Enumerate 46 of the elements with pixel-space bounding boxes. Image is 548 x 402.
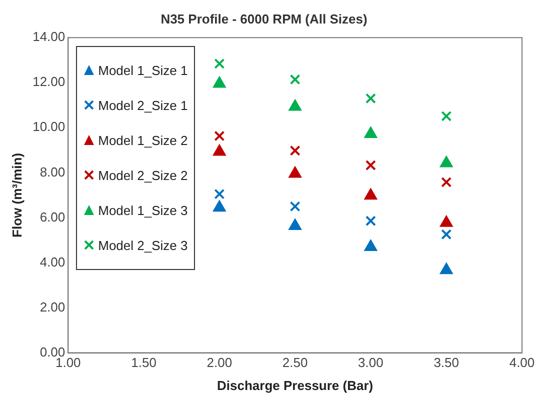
y-tick-label: 14.00	[32, 29, 66, 44]
point	[441, 110, 452, 122]
x-tick-label: 2.50	[282, 355, 308, 370]
point	[365, 160, 376, 170]
point	[288, 166, 302, 178]
legend-label: Model 1_Size 2	[98, 132, 188, 148]
point	[288, 100, 302, 111]
x-tick-label: 4.00	[509, 355, 535, 370]
point	[441, 176, 452, 188]
legend-label: Model 2_Size 1	[98, 98, 188, 113]
point	[214, 188, 225, 200]
point	[290, 74, 300, 85]
point	[364, 240, 377, 251]
y-tick-label: 4.00	[40, 254, 66, 270]
y-tick-label: 12.00	[32, 74, 66, 90]
x-tick-label: 2.00	[206, 355, 232, 370]
point	[214, 130, 225, 142]
legend-label: Model 1_Size 3	[98, 202, 188, 218]
point	[213, 200, 226, 212]
chart-title: N35 Profile - 6000 RPM (All Sizes)	[160, 11, 368, 26]
point	[364, 126, 377, 138]
legend-label: Model 1_Size 1	[98, 62, 188, 78]
legend-label: Model 2_Size 2	[98, 168, 188, 183]
point	[213, 144, 226, 156]
point	[290, 201, 300, 212]
y-tick-label: 6.00	[40, 209, 66, 224]
point	[364, 188, 377, 200]
legend-label: Model 2_Size 3	[98, 238, 188, 253]
point	[440, 156, 453, 168]
point	[213, 76, 226, 88]
point	[365, 93, 376, 104]
y-tick-label: 8.00	[40, 164, 66, 180]
point	[440, 263, 453, 274]
y-tick-label: 10.00	[32, 119, 66, 134]
y-tick-label: 2.00	[40, 299, 66, 314]
point	[440, 216, 453, 227]
x-tick-label: 1.50	[131, 355, 156, 370]
point	[441, 229, 452, 240]
point	[214, 58, 225, 69]
point	[288, 219, 302, 230]
x-axis-title: Discharge Pressure (Bar)	[217, 378, 374, 393]
point	[365, 216, 376, 226]
x-tick-label: 3.50	[434, 355, 460, 370]
y-axis-title: Flow (m³/min)	[9, 152, 24, 238]
x-tick-label: 3.00	[358, 355, 384, 370]
point	[290, 145, 300, 156]
